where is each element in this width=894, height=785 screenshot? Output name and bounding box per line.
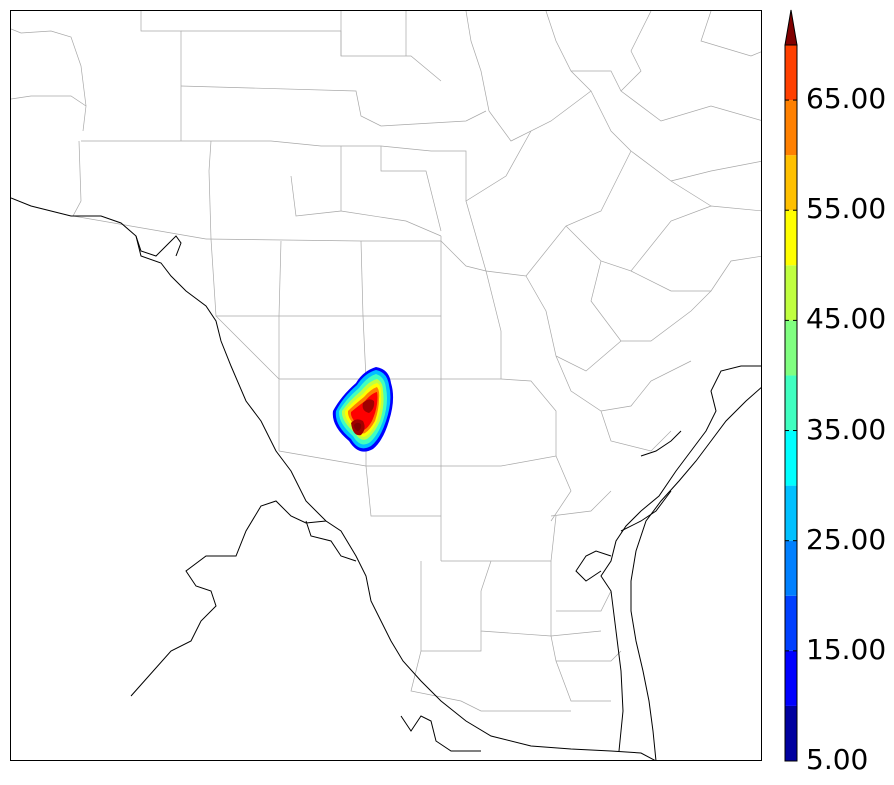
colorbar-swatch xyxy=(785,265,797,321)
colorbar-tick-label: 55.00 xyxy=(806,192,887,226)
colorbar-swatch xyxy=(785,430,797,486)
colorbar-tick-label: 35.00 xyxy=(806,412,887,446)
colorbar-tick-label: 15.00 xyxy=(806,632,887,666)
county-map xyxy=(11,11,761,760)
colorbar-swatch xyxy=(785,485,797,541)
colorbar-swatch xyxy=(785,320,797,376)
map-panel xyxy=(10,10,762,761)
colorbar-swatch xyxy=(785,210,797,266)
colorbar-swatch xyxy=(785,540,797,596)
colorbar-outline xyxy=(784,44,798,762)
colorbar-swatch xyxy=(785,45,797,101)
colorbar-swatches xyxy=(785,45,797,761)
colorbar-extend-arrow xyxy=(784,9,798,46)
colorbar-tick-label: 25.00 xyxy=(806,522,887,556)
radar-reflectivity-storm xyxy=(332,367,394,452)
colorbar-swatch xyxy=(785,705,797,761)
colorbar-swatch xyxy=(785,595,797,651)
colorbar-swatch xyxy=(785,650,797,706)
colorbar-swatch xyxy=(785,155,797,211)
colorbar-swatch xyxy=(785,100,797,156)
colorbar-tick-label: 5.00 xyxy=(806,743,869,776)
colorbar-swatch xyxy=(785,375,797,431)
state-and-coast-borders xyxy=(11,197,761,760)
county-boundaries xyxy=(11,11,761,712)
colorbar-tick-label: 45.00 xyxy=(806,302,887,336)
colorbar-ticks xyxy=(785,99,797,762)
colorbar-tick-label: 65.00 xyxy=(806,82,887,116)
